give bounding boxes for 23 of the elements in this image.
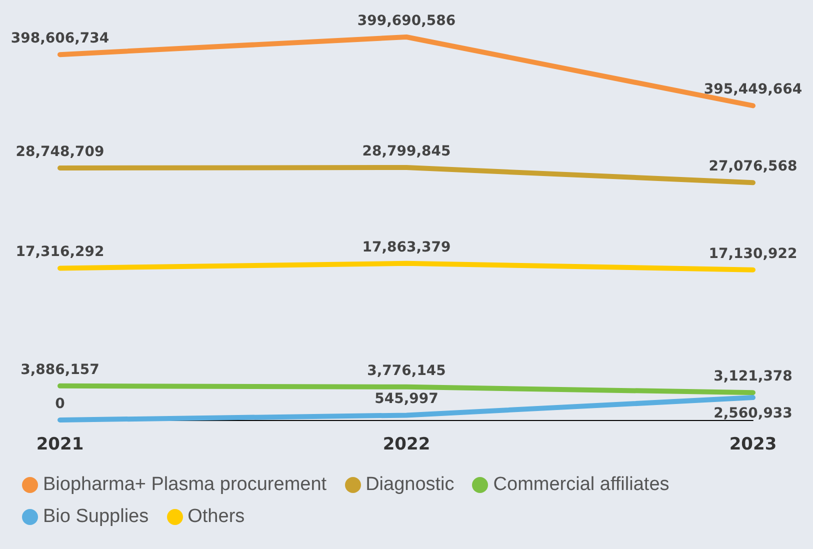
data-label: 3,121,378: [714, 368, 792, 385]
data-label: 28,748,709: [16, 144, 104, 160]
legend-label: Bio Supplies: [43, 506, 149, 528]
data-label: 3,886,157: [20, 362, 100, 378]
data-label: 17,863,379: [362, 239, 451, 256]
legend-label: Biopharma+ Plasma procurement: [43, 474, 327, 496]
data-label: 398,606,734: [10, 30, 110, 47]
legend-label: Diagnostic: [366, 474, 454, 496]
data-label: 17,316,292: [16, 244, 104, 260]
x-tick-label: 2021: [36, 434, 84, 454]
data-label: 28,799,845: [362, 144, 451, 160]
x-tick-label: 2023: [729, 434, 777, 454]
data-label: 3,776,145: [367, 362, 446, 379]
data-label: 545,997: [374, 391, 438, 408]
data-label: 0: [55, 396, 66, 412]
data-label: 2,560,933: [714, 406, 792, 422]
data-label: 395,449,664: [704, 82, 802, 98]
legend-label: Commercial affiliates: [493, 474, 670, 496]
x-tick-label: 2022: [382, 434, 430, 454]
legend-label: Others: [188, 506, 245, 528]
data-label: 399,690,586: [357, 13, 456, 30]
data-label: 17,130,922: [708, 246, 798, 262]
data-label: 27,076,568: [708, 158, 798, 175]
